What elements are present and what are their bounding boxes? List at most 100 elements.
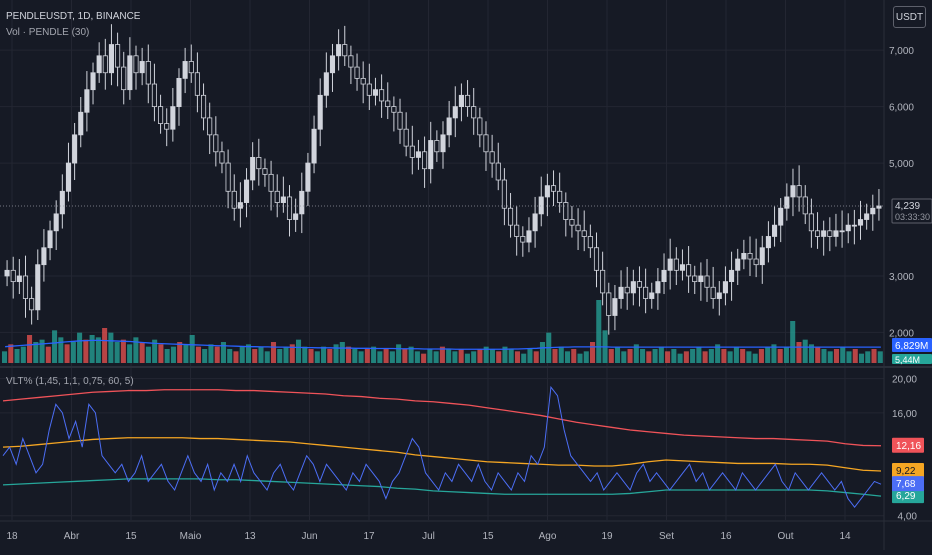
- last-price-label: 4,239: [895, 201, 920, 212]
- candle-body: [698, 275, 704, 283]
- candle-body: [575, 224, 581, 232]
- candle-body: [704, 275, 710, 288]
- indicator-legend: VLT% (1,45, 1,1, 0,75, 60, 5): [6, 376, 134, 387]
- candle-body: [102, 55, 108, 74]
- volume-bar: [690, 349, 696, 363]
- candle-body: [784, 196, 790, 209]
- candle-body: [563, 202, 569, 220]
- volume-bar: [364, 349, 370, 363]
- volume-bar: [796, 342, 802, 363]
- volume-bar: [489, 349, 495, 363]
- volume-bar: [208, 344, 214, 363]
- price-tick-label: 5,000: [889, 159, 914, 170]
- volume-bar: [308, 349, 314, 363]
- volume-bar: [195, 346, 201, 363]
- volume-bar: [558, 346, 564, 363]
- candle-body: [231, 190, 237, 209]
- volume-bar: [158, 344, 164, 363]
- indicator-tick-label: 4,00: [898, 512, 918, 523]
- candle-body: [379, 89, 385, 102]
- time-tick-label: 14: [839, 531, 851, 542]
- volume-legend: Vol · PENDLE (30): [6, 27, 90, 38]
- volume-bar: [777, 349, 783, 363]
- candle-body: [170, 106, 176, 130]
- volume-bar: [552, 349, 558, 363]
- volume-bar: [183, 344, 189, 363]
- candle-body: [673, 258, 679, 271]
- candle-body: [796, 185, 802, 198]
- volume-bar: [571, 349, 577, 363]
- candle-body: [47, 230, 53, 249]
- candle-body: [643, 286, 649, 299]
- volume-bar: [877, 351, 883, 363]
- time-tick-label: 16: [720, 531, 732, 542]
- volume-bar: [621, 351, 627, 363]
- indicator-badge-middle: [892, 462, 924, 478]
- volume-bar: [270, 342, 277, 363]
- candle-body: [127, 55, 133, 91]
- volume-bar: [852, 349, 858, 363]
- time-tick-label: 17: [363, 531, 375, 542]
- candle-body: [802, 196, 808, 215]
- candle-body: [428, 140, 434, 170]
- volume-bar: [277, 349, 283, 363]
- volume-bar: [683, 351, 689, 363]
- volume-bar: [202, 349, 208, 363]
- candle-body: [115, 44, 121, 68]
- candle-body: [434, 140, 440, 153]
- candle-body: [655, 281, 661, 294]
- volume-bar: [846, 351, 852, 363]
- volume-bar: [152, 339, 158, 363]
- volume-bar: [333, 344, 339, 363]
- indicator-badge-vlt: [892, 476, 924, 492]
- volume-bar: [858, 353, 865, 363]
- volume-bar: [527, 349, 533, 363]
- volume-bar: [752, 353, 758, 363]
- candle-body: [348, 55, 354, 68]
- volume-bar: [827, 351, 833, 363]
- volume-bar: [145, 346, 151, 363]
- volume-bar: [740, 349, 746, 363]
- currency-button[interactable]: USDT: [893, 6, 926, 28]
- candle-body: [360, 77, 366, 85]
- candle-body: [10, 269, 16, 283]
- candle-body: [139, 61, 145, 74]
- candle-body: [587, 236, 593, 249]
- volume-bar: [245, 344, 252, 363]
- volume-bar: [339, 342, 345, 363]
- price-tick-label: 7,000: [889, 46, 914, 57]
- countdown-label: 03:33:30: [895, 212, 930, 222]
- volume-bar: [14, 349, 20, 363]
- volume-bar: [52, 330, 58, 363]
- volume-bar: [427, 349, 433, 363]
- candle-body: [219, 151, 225, 164]
- candle-body: [342, 44, 348, 57]
- volume-bar: [39, 339, 45, 363]
- volume-bar: [120, 339, 126, 363]
- volume-bar: [590, 342, 596, 363]
- price-tick-label: 2,000: [889, 328, 914, 339]
- symbol-title: PENDLEUSDT, 1D, BINANCE: [6, 11, 141, 22]
- volume-bar: [314, 351, 320, 363]
- volume-bar: [264, 351, 270, 363]
- candle-body: [618, 286, 624, 299]
- time-tick-label: Jun: [301, 531, 317, 542]
- candle-body: [403, 128, 409, 147]
- volume-bar: [114, 342, 120, 363]
- candle-body: [606, 292, 612, 316]
- volume-bar: [771, 344, 777, 363]
- volume-bar: [189, 335, 195, 363]
- candle-body: [158, 106, 164, 124]
- volume-ma-label: 6,829M: [895, 341, 928, 352]
- volume-bar: [177, 342, 183, 363]
- volume-bar: [496, 351, 502, 363]
- volume-bar: [289, 344, 295, 363]
- time-tick-label: 18: [6, 531, 18, 542]
- candle-body: [250, 157, 256, 181]
- candle-body: [845, 224, 851, 232]
- candle-body: [213, 134, 219, 153]
- candle-body: [550, 185, 557, 192]
- candle-body: [649, 292, 655, 299]
- volume-bar: [8, 344, 14, 363]
